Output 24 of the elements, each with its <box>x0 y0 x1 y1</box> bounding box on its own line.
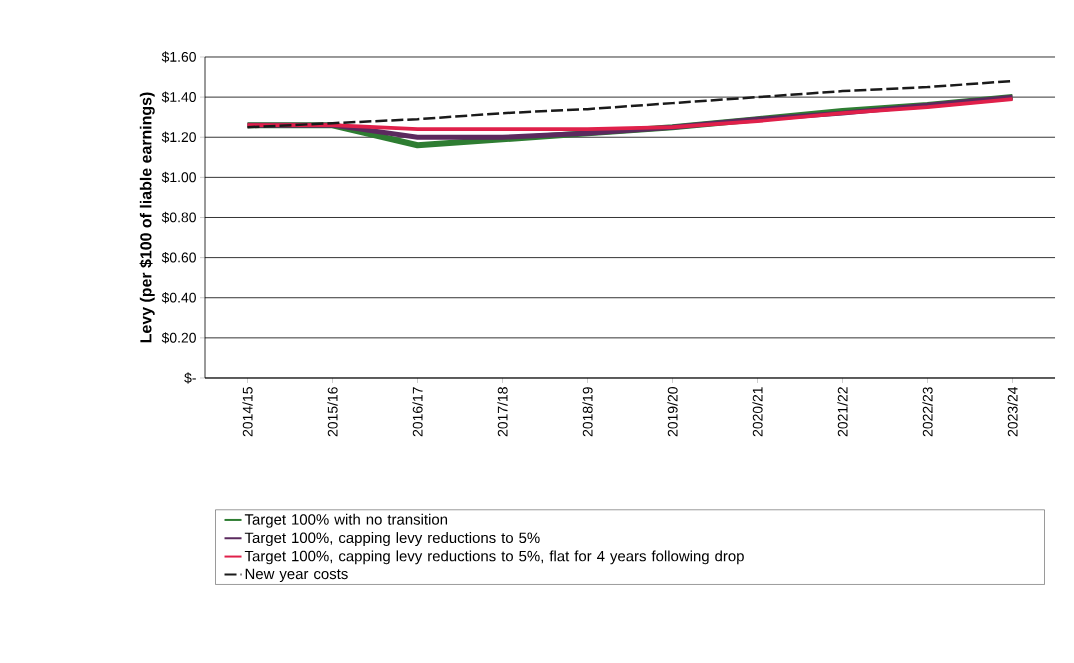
x-tick-label: 2018/19 <box>582 387 593 437</box>
y-tick-label: $1.20 <box>161 131 196 143</box>
legend-label: Target 100%, capping levy reductions to 5% <box>244 532 540 547</box>
legend-label: Target 100% with no transition <box>244 513 448 528</box>
x-tick-label: 2016/17 <box>412 387 423 437</box>
y-tick-label: $0.80 <box>161 211 196 224</box>
y-tick-label: $1.40 <box>161 91 196 103</box>
x-tick-label: 2022/23 <box>922 387 933 437</box>
x-tick-label: 2020/21 <box>752 387 763 437</box>
x-tick-label: 2023/24 <box>1007 386 1018 437</box>
y-tick-label: $- <box>184 372 196 384</box>
legend-label: Target 100%, capping levy reductions to 5%, flat for 4 years following drop <box>244 550 744 565</box>
x-tick-label: 2015/16 <box>327 387 338 437</box>
y-tick-label: $0.40 <box>161 292 196 304</box>
x-tick-label: 2019/20 <box>667 387 678 437</box>
x-tick-label: 2017/18 <box>497 387 508 437</box>
x-tick-label: 2021/22 <box>837 387 848 437</box>
y-axis-title: Levy (per $100 of liable earnings) <box>139 92 155 343</box>
y-tick-label: $1.60 <box>161 51 196 63</box>
y-tick-label: $0.20 <box>161 332 196 344</box>
x-tick-label: 2014/15 <box>242 387 253 437</box>
y-tick-label: $0.60 <box>161 251 196 264</box>
y-tick-label: $1.00 <box>161 171 196 184</box>
legend-label: New year costs <box>245 568 348 583</box>
